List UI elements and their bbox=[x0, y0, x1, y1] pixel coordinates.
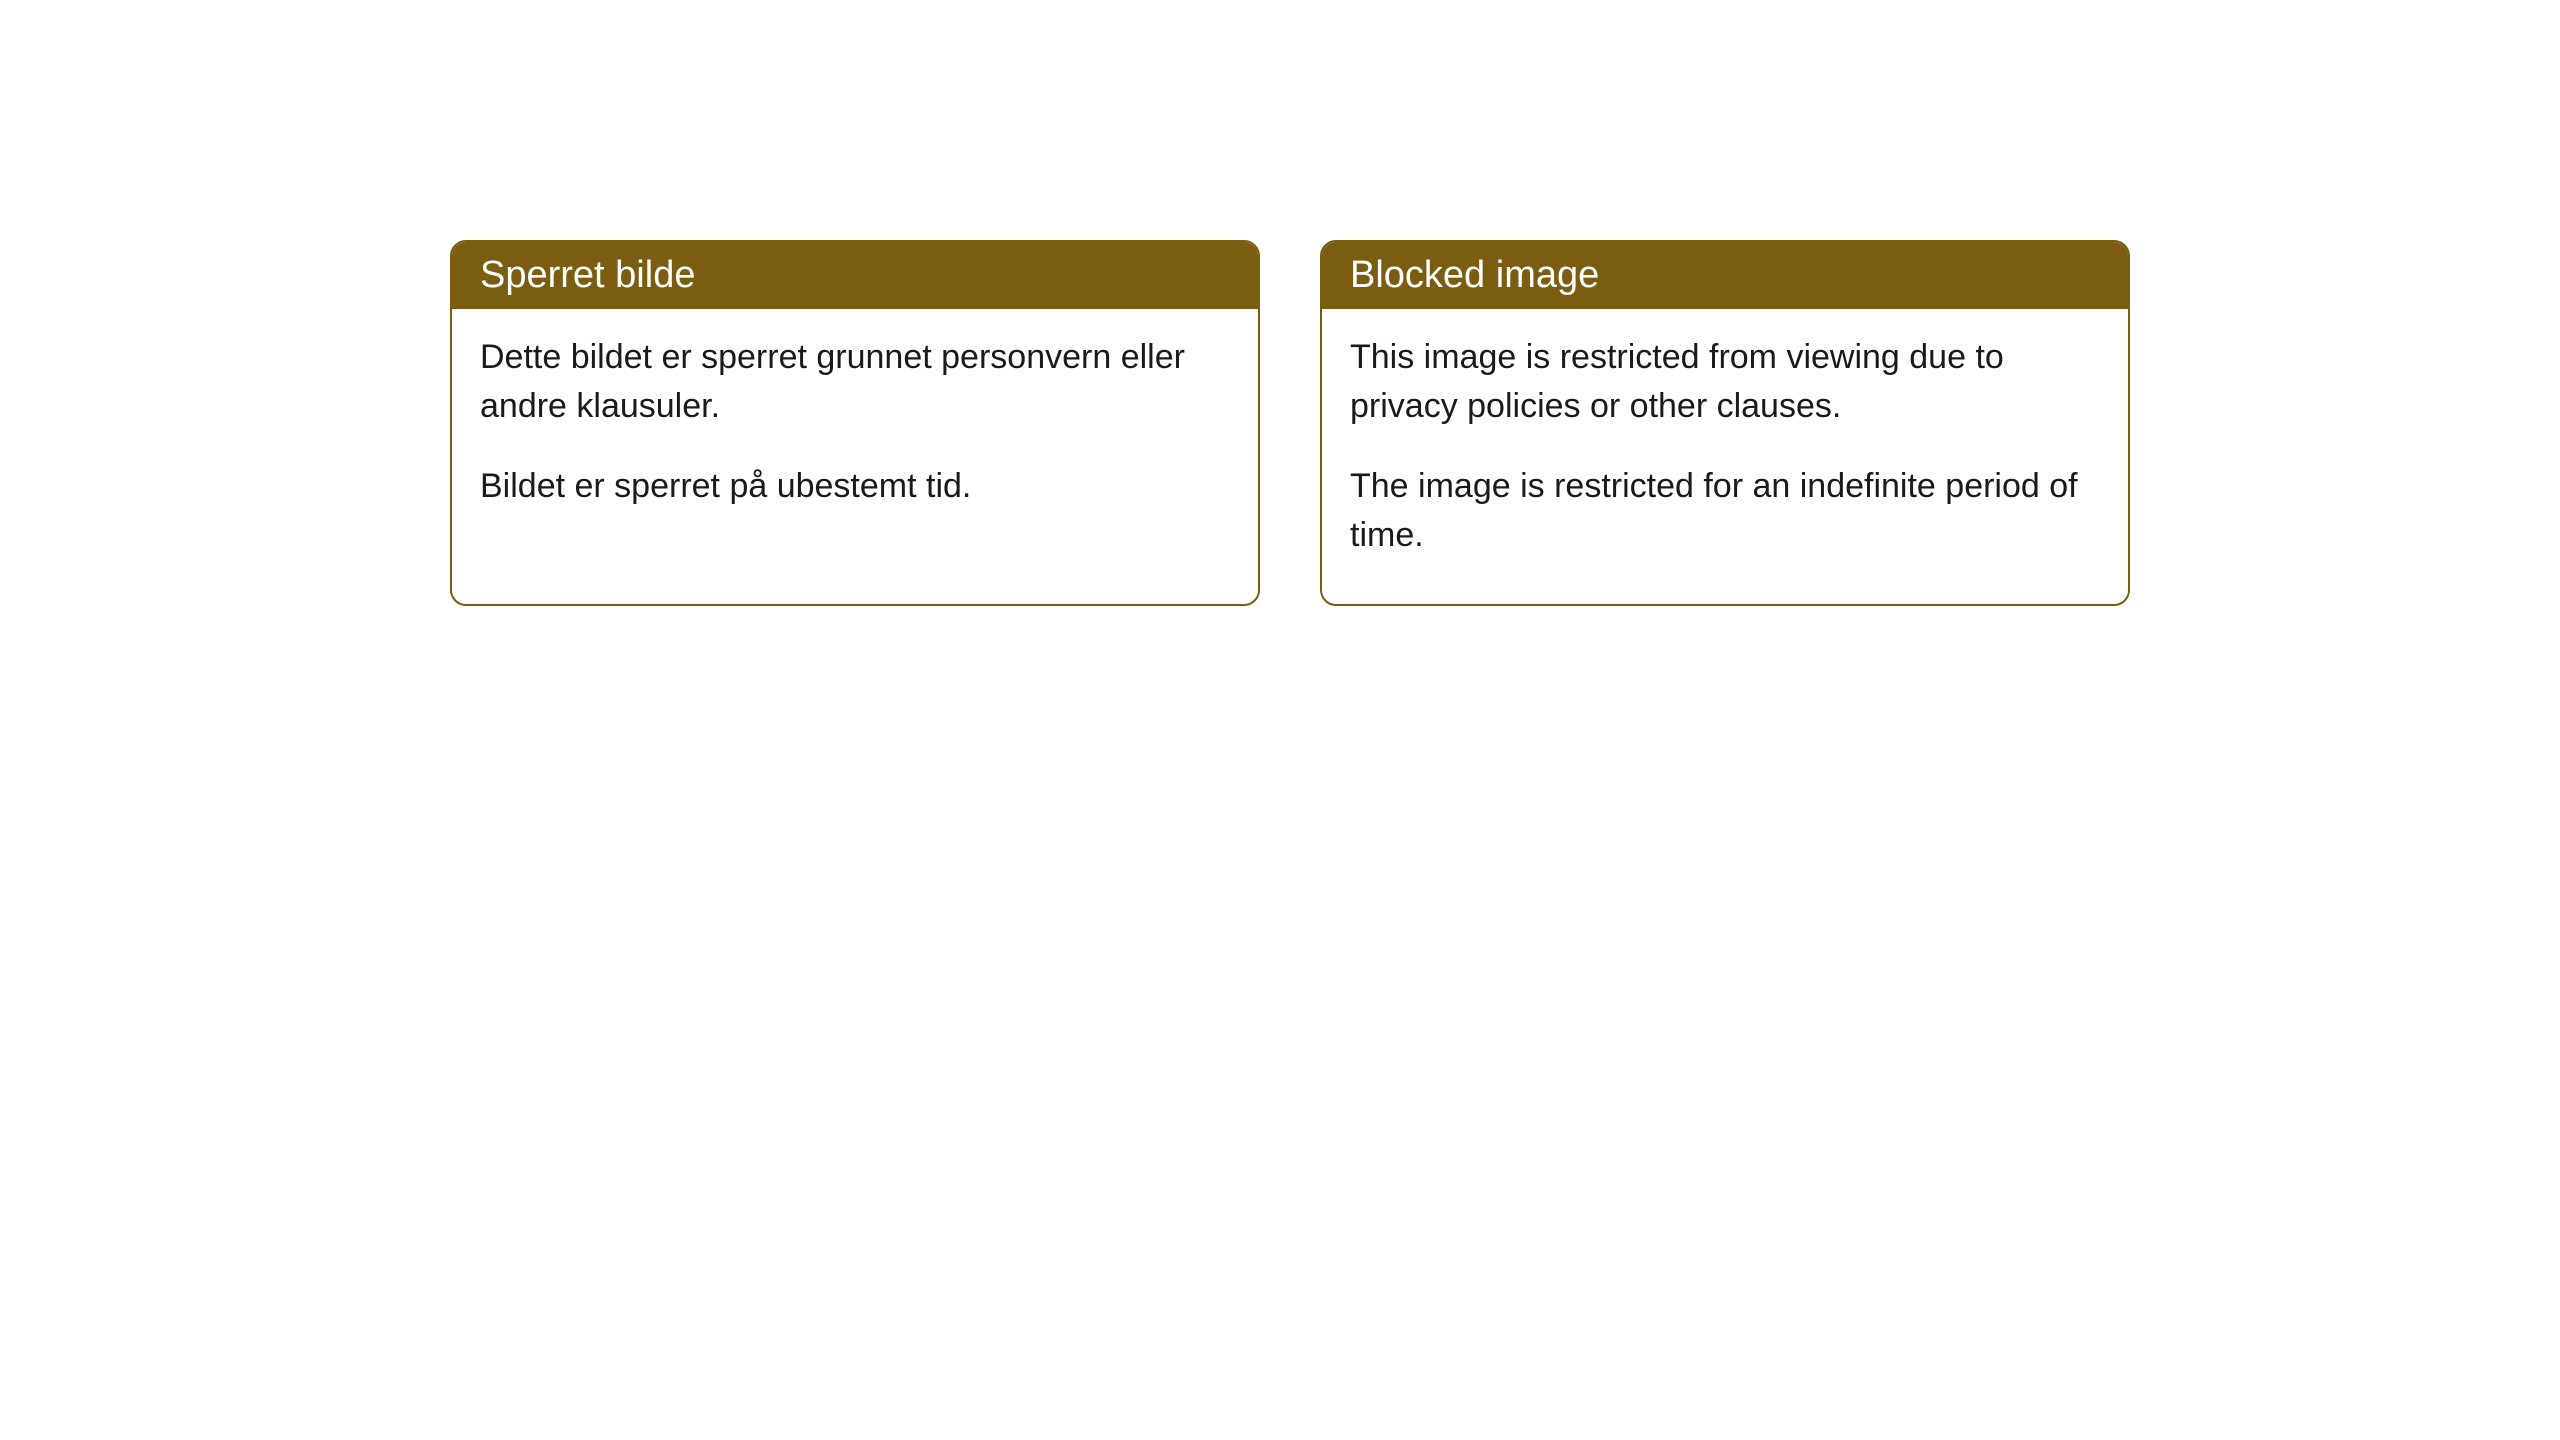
card-paragraph-1: Dette bildet er sperret grunnet personve… bbox=[480, 333, 1230, 432]
card-paragraph-2: Bildet er sperret på ubestemt tid. bbox=[480, 462, 1230, 511]
card-header: Blocked image bbox=[1322, 242, 2128, 309]
card-title: Sperret bilde bbox=[480, 254, 695, 296]
blocked-image-card-norwegian: Sperret bilde Dette bildet er sperret gr… bbox=[450, 240, 1260, 606]
card-body: Dette bildet er sperret grunnet personve… bbox=[452, 309, 1258, 555]
card-paragraph-1: This image is restricted from viewing du… bbox=[1350, 333, 2100, 432]
notice-cards-container: Sperret bilde Dette bildet er sperret gr… bbox=[450, 240, 2130, 606]
card-header: Sperret bilde bbox=[452, 242, 1258, 309]
blocked-image-card-english: Blocked image This image is restricted f… bbox=[1320, 240, 2130, 606]
card-paragraph-2: The image is restricted for an indefinit… bbox=[1350, 462, 2100, 561]
card-body: This image is restricted from viewing du… bbox=[1322, 309, 2128, 604]
card-title: Blocked image bbox=[1350, 254, 1599, 296]
